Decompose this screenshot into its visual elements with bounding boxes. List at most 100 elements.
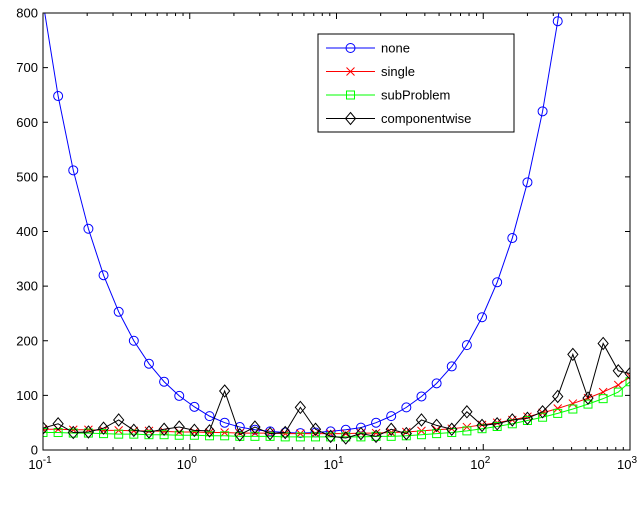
data-point-none <box>537 106 548 117</box>
y-tick-label: 300 <box>16 279 38 294</box>
legend-item-componentwise: componentwise <box>326 111 471 126</box>
data-point-single <box>43 424 48 434</box>
data-point-componentwise <box>400 426 412 441</box>
data-point-none <box>53 91 64 102</box>
data-point-none <box>552 16 563 27</box>
data-point-single <box>625 371 630 381</box>
y-tick-label: 400 <box>16 224 38 239</box>
data-point-componentwise <box>567 347 579 362</box>
data-point-componentwise <box>279 425 291 440</box>
data-point-componentwise <box>385 422 397 437</box>
data-point-none <box>83 223 94 234</box>
data-point-componentwise <box>249 420 261 434</box>
data-point-componentwise <box>597 336 609 351</box>
legend-label: componentwise <box>381 111 471 126</box>
data-point-single <box>568 399 578 408</box>
data-point-componentwise <box>203 424 216 438</box>
data-point-none <box>39 0 48 7</box>
data-point-componentwise <box>430 418 443 433</box>
y-tick-label: 0 <box>31 443 38 458</box>
data-point-componentwise <box>612 364 624 378</box>
legend-marker <box>346 90 355 100</box>
data-point-subProblem <box>538 412 548 422</box>
data-point-componentwise <box>491 416 503 431</box>
data-point-componentwise <box>43 421 49 435</box>
data-point-componentwise <box>624 366 630 381</box>
data-point-componentwise <box>476 418 488 433</box>
data-point-single <box>220 428 230 437</box>
data-point-none <box>386 411 397 422</box>
data-point-componentwise <box>219 384 231 398</box>
data-point-componentwise <box>521 411 534 426</box>
legend-marker <box>345 43 356 53</box>
data-point-none <box>507 233 518 244</box>
data-point-none <box>461 340 472 351</box>
data-point-single <box>280 429 290 438</box>
axis-layer: 0 100 200 300 400 500 600 700 800 10-1 100 101 102 10… <box>16 6 637 473</box>
x-tick-label: 10-1 <box>28 455 52 472</box>
data-point-componentwise <box>340 431 352 445</box>
data-point-componentwise <box>552 389 564 404</box>
data-point-none <box>234 422 245 433</box>
series-line-none <box>44 13 560 434</box>
legend-item-single: single <box>326 64 415 79</box>
legend-label: subProblem <box>381 88 450 103</box>
data-point-none <box>522 177 533 188</box>
data-point-subProblem <box>159 430 169 440</box>
legend-box <box>317 33 515 133</box>
data-point-none <box>113 306 124 317</box>
data-point-componentwise <box>309 422 322 437</box>
data-point-componentwise <box>128 423 140 438</box>
x-tick-label: 102 <box>470 455 490 472</box>
legend: none single subProblem componentwise <box>317 33 515 133</box>
x-tick-label: 100 <box>177 455 197 472</box>
data-point-componentwise <box>234 427 246 442</box>
x-tick-label: 101 <box>323 455 343 472</box>
y-tick-label: 100 <box>16 388 38 403</box>
data-point-subProblem <box>43 428 48 438</box>
data-point-none <box>492 277 503 288</box>
data-point-componentwise <box>461 404 473 419</box>
data-point-subProblem <box>477 424 487 434</box>
series-line-componentwise <box>43 342 630 439</box>
data-point-componentwise <box>113 413 125 427</box>
data-point-componentwise <box>67 425 79 440</box>
data-point-subProblem <box>174 430 184 440</box>
data-point-componentwise <box>324 429 337 444</box>
data-point-single <box>341 429 351 438</box>
legend-marker <box>344 111 357 126</box>
data-point-none <box>371 417 382 428</box>
data-point-componentwise <box>97 421 110 435</box>
y-tick-label: 600 <box>16 115 38 130</box>
data-point-componentwise <box>536 404 549 419</box>
data-point-componentwise <box>173 420 185 434</box>
data-point-subProblem <box>310 432 320 442</box>
y-tick-label: 800 <box>16 6 38 21</box>
legend-marker <box>346 67 355 76</box>
data-point-subProblem <box>53 428 63 438</box>
data-point-none <box>204 411 215 422</box>
data-point-subProblem <box>386 431 396 441</box>
data-point-subProblem <box>568 404 578 414</box>
data-point-componentwise <box>506 413 518 427</box>
legend-label: none <box>381 41 410 56</box>
legend-item-none: none <box>326 41 410 56</box>
data-point-subProblem <box>625 377 630 387</box>
data-point-subProblem <box>356 432 366 442</box>
y-tick-label: 700 <box>16 60 38 75</box>
data-point-none <box>416 391 427 402</box>
data-point-componentwise <box>446 422 458 437</box>
data-point-componentwise <box>415 413 428 427</box>
data-point-componentwise <box>264 426 276 441</box>
x-tick-label: 103 <box>617 455 637 472</box>
data-point-componentwise <box>158 422 170 437</box>
data-point-none <box>355 422 366 433</box>
data-point-subProblem <box>432 429 442 439</box>
data-point-componentwise <box>82 425 95 439</box>
series-layer <box>39 0 630 445</box>
data-point-single <box>235 428 245 438</box>
data-point-subProblem <box>114 429 124 439</box>
data-point-subProblem <box>462 426 472 436</box>
data-point-componentwise <box>370 429 382 444</box>
